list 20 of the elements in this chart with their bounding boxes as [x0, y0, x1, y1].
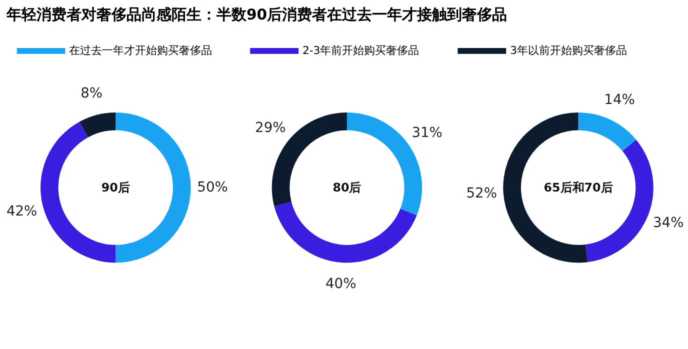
legend-label: 3年以前开始购买奢侈品 — [510, 44, 627, 57]
data-label: 34% — [652, 215, 684, 232]
data-label: 14% — [604, 92, 635, 108]
data-label: 40% — [326, 276, 356, 292]
data-label: 8% — [80, 86, 103, 102]
data-label: 29% — [255, 120, 286, 136]
donut-slice — [274, 202, 417, 263]
text: 90后 — [101, 180, 130, 195]
chart-title: 年轻消费者对奢侈品尚感陌生：半数90后消费者在过去一年才接触到奢侈品 — [5, 6, 508, 24]
data-label: 42% — [6, 204, 38, 220]
donut-slice — [79, 112, 116, 138]
data-label: 31% — [412, 125, 442, 142]
donut-slice — [585, 140, 654, 262]
legend-label: 在过去一年才开始购买奢侈品 — [69, 44, 212, 57]
text: 80后 — [332, 180, 362, 195]
legend-label: 2-3年前开始购买奢侈品 — [302, 44, 420, 57]
text: 65后和70后 — [544, 180, 613, 195]
data-label: 50% — [197, 180, 228, 196]
donut-slice — [578, 112, 636, 152]
data-label: 52% — [466, 186, 497, 202]
